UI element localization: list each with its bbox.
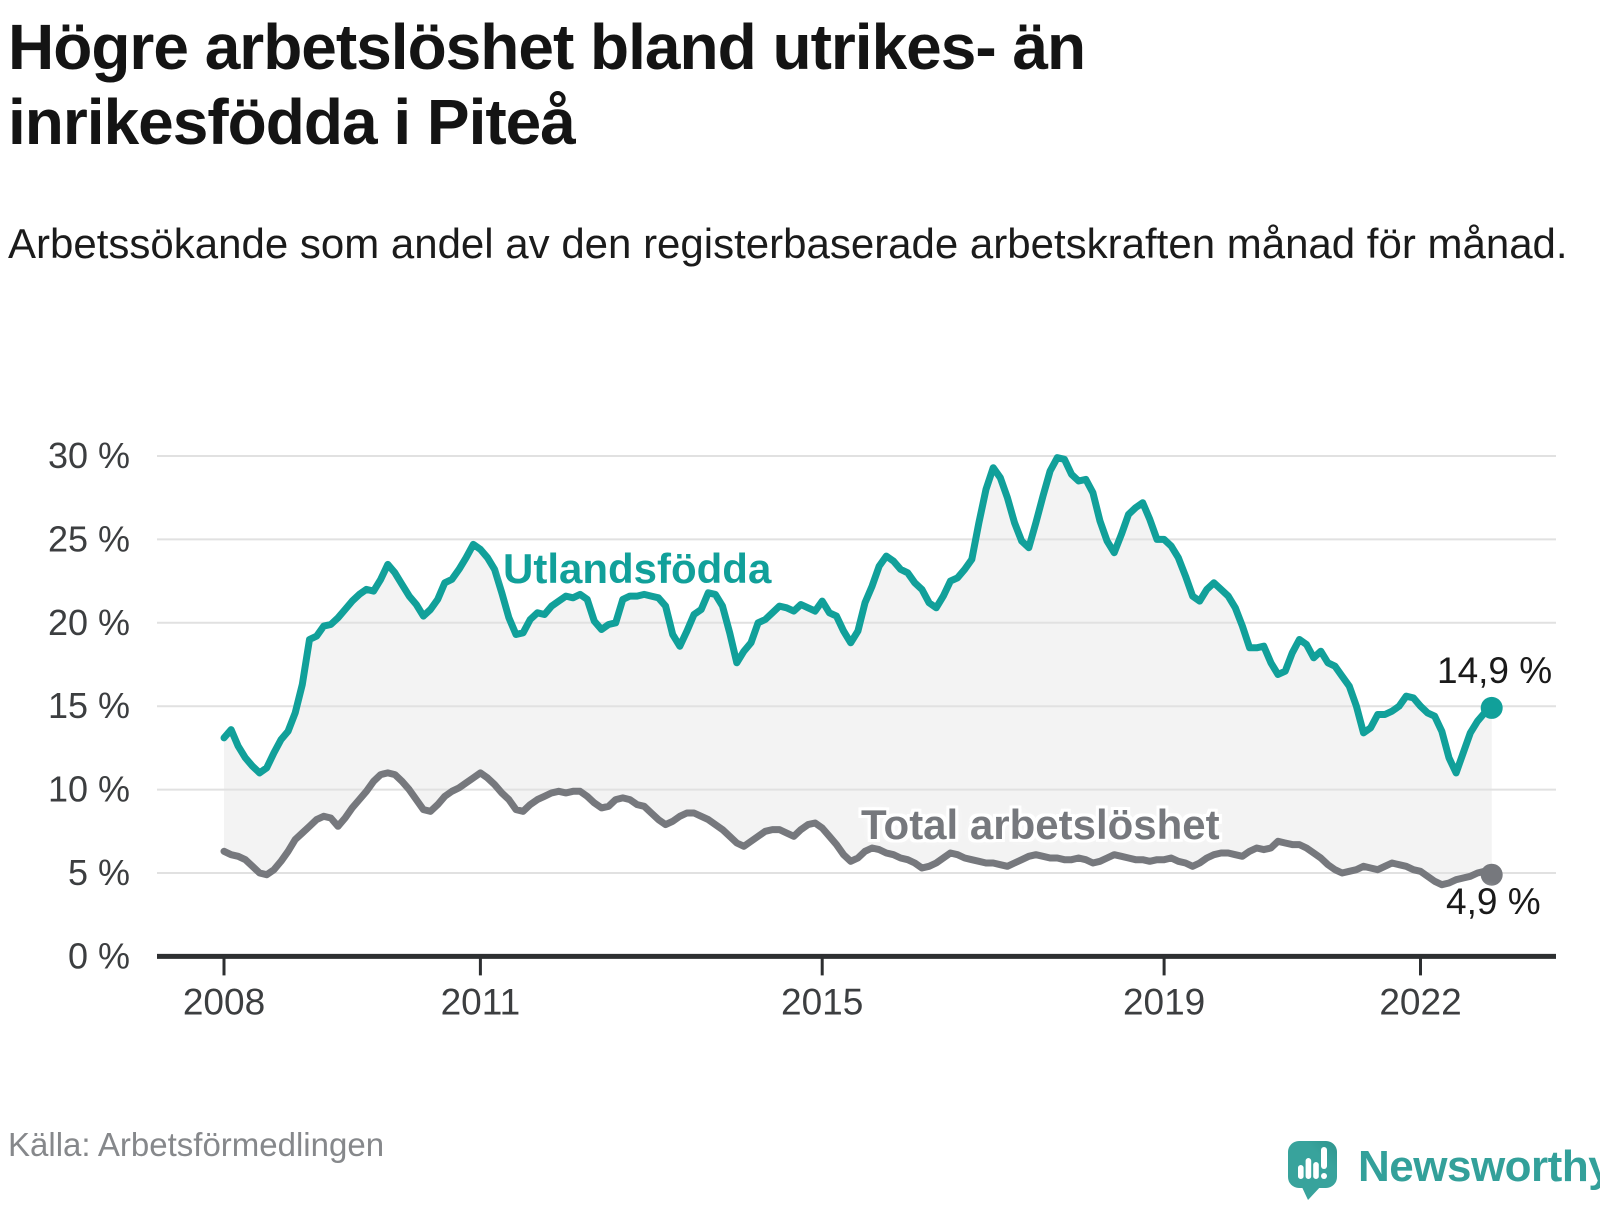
series-end-dot-total <box>1480 863 1503 886</box>
series-line-utlandsfodda <box>220 454 1496 777</box>
y-axis-tick-label: 20 % <box>48 602 130 643</box>
y-axis-tick-label: 30 % <box>48 435 130 476</box>
x-axis-tick-label: 2015 <box>781 981 863 1022</box>
x-axis-tick-label: 2022 <box>1379 981 1461 1022</box>
y-axis-tick-label: 10 % <box>48 769 130 810</box>
title-line-2: inrikesfödda i Piteå <box>8 85 576 158</box>
y-axis-tick-label: 15 % <box>48 685 130 726</box>
page-title: Högre arbetslöshet bland utrikes- än inri… <box>8 10 1568 160</box>
series-label-total-arbetsloshet: Total arbetslöshet <box>861 801 1220 848</box>
end-value-label-total: 4,9 % <box>1446 881 1541 922</box>
y-axis-tick-label: 0 % <box>68 935 130 976</box>
end-value-label-utlandsfodda: 14,9 % <box>1437 650 1553 691</box>
source-note: Källa: Arbetsförmedlingen <box>8 1126 385 1163</box>
newsworthy-brand: Newsworthy <box>1288 1140 1600 1200</box>
x-axis-tick-label: 2008 <box>183 981 265 1022</box>
y-axis-tick-label: 25 % <box>48 518 130 559</box>
chart-subtitle: Arbetssökande som andel av den registerb… <box>8 220 1568 267</box>
series-label-utlandsfodda: Utlandsfödda <box>503 545 772 592</box>
y-axis-tick-label: 5 % <box>68 852 130 893</box>
series-line-total <box>220 769 1496 889</box>
newsworthy-wordmark: Newsworthy <box>1358 1142 1600 1191</box>
x-axis-tick-label: 2019 <box>1123 981 1205 1022</box>
title-line-1: Högre arbetslöshet bland utrikes- än <box>8 11 1086 83</box>
series-end-dot-utlandsfodda <box>1480 696 1503 719</box>
between-series-band <box>224 457 1492 885</box>
newsworthy-logo-icon <box>1288 1140 1350 1207</box>
x-axis-tick-label: 2011 <box>441 981 521 1022</box>
